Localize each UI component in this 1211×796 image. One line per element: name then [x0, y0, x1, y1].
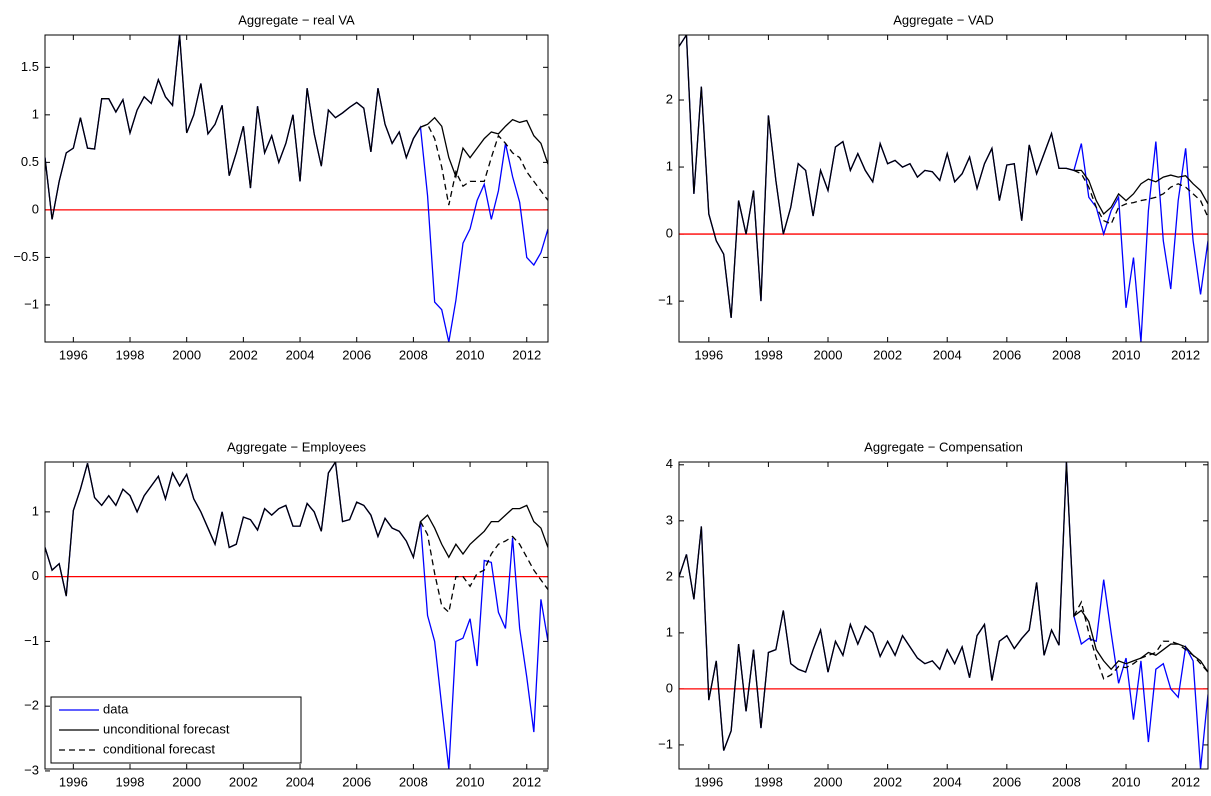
- lines: [45, 35, 548, 342]
- lines: [45, 462, 548, 769]
- x-tick-label: 2000: [814, 347, 843, 362]
- x-tick-label: 2004: [933, 774, 962, 789]
- x-tick-label: 2006: [342, 347, 371, 362]
- x-tick-label: 2004: [286, 347, 315, 362]
- lines: [679, 462, 1208, 769]
- plot-area: [679, 35, 1208, 342]
- y-tick-label: −1: [24, 296, 39, 311]
- x-tick-label: 2006: [992, 347, 1021, 362]
- y-tick-label: 1: [666, 624, 673, 639]
- y-tick-label: 0: [666, 680, 673, 695]
- y-tick-label: 0: [666, 226, 673, 241]
- x-tick-label: 2004: [933, 347, 962, 362]
- y-tick-label: 0: [32, 568, 39, 583]
- subplot: Aggregate − real VA 1996 1998 2000 2002 2004 2…: [13, 12, 549, 362]
- x-tick-label: 1996: [694, 347, 723, 362]
- legend-label: data: [103, 701, 129, 716]
- chart-title: Aggregate − Compensation: [864, 439, 1023, 454]
- series-line: [45, 35, 548, 220]
- legend-label: unconditional forecast: [103, 721, 230, 736]
- y-tick-label: 1: [666, 158, 673, 173]
- x-tick-label: 2012: [1171, 774, 1200, 789]
- y-tick-label: 2: [666, 91, 673, 106]
- x-tick-label: 2008: [399, 347, 428, 362]
- y-tick-label: −0.5: [13, 249, 39, 264]
- y-tick-label: −1: [658, 736, 673, 751]
- x-tick-label: 2000: [172, 774, 201, 789]
- series-line: [679, 462, 1208, 751]
- x-tick-label: 1998: [116, 347, 145, 362]
- x-tick-label: 1996: [59, 347, 88, 362]
- subplot: Aggregate − VAD 1996 1998 2000 2002 2004 2006 2…: [658, 12, 1209, 362]
- axes-frame: [44, 34, 549, 343]
- x-tick-label: 2008: [399, 774, 428, 789]
- axes-frame: [44, 461, 549, 770]
- x-tick-label: 2006: [992, 774, 1021, 789]
- x-tick-label: 2002: [873, 347, 902, 362]
- x-tick-label: 1996: [59, 774, 88, 789]
- x-tick-label: 2002: [229, 347, 258, 362]
- x-tick-label: 2002: [229, 774, 258, 789]
- x-tick-label: 1998: [116, 774, 145, 789]
- y-tick-label: −3: [24, 762, 39, 777]
- x-tick-label: 2010: [1112, 774, 1141, 789]
- x-tick-label: 2000: [814, 774, 843, 789]
- y-tick-label: 0: [32, 201, 39, 216]
- x-tick-label: 2012: [1171, 347, 1200, 362]
- x-tick-label: 2012: [512, 347, 541, 362]
- x-tick-label: 2010: [456, 347, 485, 362]
- x-tick-label: 2010: [1112, 347, 1141, 362]
- y-tick-label: 1: [32, 503, 39, 518]
- axes-frame: [678, 461, 1209, 770]
- lines: [679, 35, 1208, 342]
- x-tick-label: 2006: [342, 774, 371, 789]
- y-tick-label: 2: [666, 568, 673, 583]
- plot-area: [679, 462, 1208, 769]
- x-tick-label: 1996: [694, 774, 723, 789]
- x-tick-label: 1998: [754, 347, 783, 362]
- legend-label: conditional forecast: [103, 741, 215, 756]
- y-tick-label: 0.5: [21, 154, 39, 169]
- chart-title: Aggregate − VAD: [893, 12, 994, 27]
- plot-area: [45, 35, 548, 342]
- series-line: [420, 123, 548, 206]
- series-line: [679, 35, 1208, 318]
- x-tick-label: 2012: [512, 774, 541, 789]
- x-tick-label: 2008: [1052, 774, 1081, 789]
- y-tick-label: −1: [24, 633, 39, 648]
- x-tick-label: 2010: [456, 774, 485, 789]
- y-tick-label: 3: [666, 512, 673, 527]
- chart-title: Aggregate − Employees: [227, 439, 367, 454]
- series-line: [1073, 169, 1208, 225]
- x-tick-label: 2000: [172, 347, 201, 362]
- subplot: Aggregate − Employees 1996 1998 2000 2002 200…: [24, 439, 549, 789]
- x-tick-label: 2002: [873, 774, 902, 789]
- y-tick-label: 1: [32, 106, 39, 121]
- subplot: Aggregate − Compensation 1996 1998 2000 2002…: [658, 439, 1209, 789]
- axes-frame: [678, 34, 1209, 343]
- series-line: [45, 462, 548, 597]
- y-tick-label: −2: [24, 698, 39, 713]
- y-tick-label: 4: [666, 456, 673, 471]
- series-line: [1073, 600, 1208, 680]
- y-tick-label: 1.5: [21, 59, 39, 74]
- x-tick-label: 1998: [754, 774, 783, 789]
- series-line: [419, 521, 548, 614]
- x-tick-label: 2004: [286, 774, 315, 789]
- chart-title: Aggregate − real VA: [238, 12, 355, 27]
- y-tick-label: −1: [658, 293, 673, 308]
- x-tick-label: 2008: [1052, 347, 1081, 362]
